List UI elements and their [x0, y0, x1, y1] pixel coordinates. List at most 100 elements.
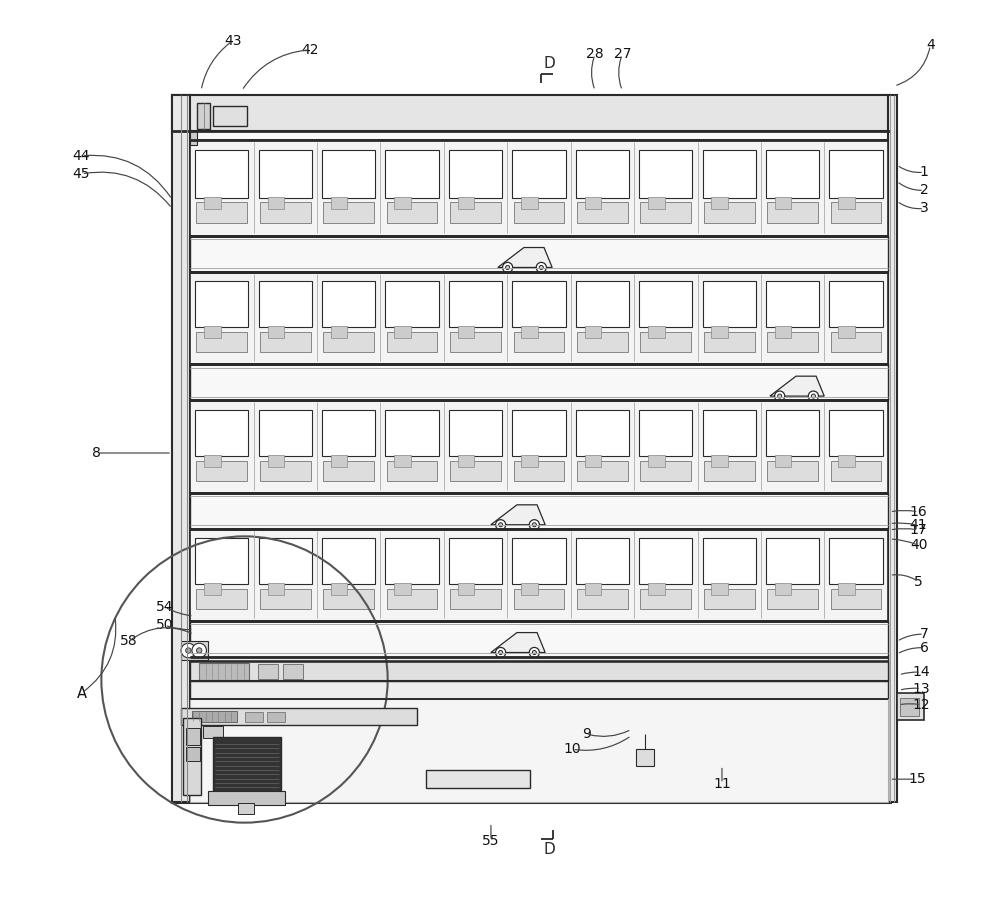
- Text: 10: 10: [564, 742, 581, 757]
- Bar: [888, 95, 897, 802]
- Text: 4: 4: [926, 38, 935, 53]
- Bar: [711, 326, 728, 338]
- Bar: [775, 197, 791, 209]
- Bar: [704, 332, 755, 352]
- Bar: [426, 770, 530, 788]
- Bar: [323, 332, 374, 352]
- Bar: [181, 708, 417, 725]
- Text: 15: 15: [908, 772, 926, 786]
- Bar: [576, 281, 629, 327]
- Bar: [577, 202, 628, 223]
- Bar: [648, 197, 665, 209]
- Text: 54: 54: [156, 600, 174, 614]
- Bar: [585, 326, 601, 338]
- Circle shape: [775, 391, 785, 401]
- Text: 50: 50: [156, 618, 174, 632]
- Bar: [711, 197, 728, 209]
- Circle shape: [778, 394, 782, 398]
- Bar: [385, 538, 439, 584]
- Bar: [259, 410, 312, 456]
- Polygon shape: [491, 505, 545, 525]
- Bar: [199, 663, 249, 680]
- Bar: [190, 400, 888, 493]
- Text: 12: 12: [912, 698, 930, 712]
- Bar: [195, 281, 248, 327]
- Text: 40: 40: [910, 538, 927, 553]
- Bar: [190, 236, 888, 272]
- Bar: [640, 332, 691, 352]
- Bar: [703, 410, 756, 456]
- Bar: [576, 410, 629, 456]
- Bar: [449, 281, 502, 327]
- Text: 14: 14: [912, 665, 930, 680]
- Bar: [829, 538, 883, 584]
- Bar: [838, 326, 855, 338]
- Bar: [900, 698, 919, 716]
- Bar: [183, 718, 201, 795]
- Bar: [767, 589, 818, 609]
- Circle shape: [811, 394, 815, 398]
- Bar: [245, 712, 263, 722]
- Bar: [514, 202, 564, 223]
- Bar: [648, 583, 665, 595]
- Text: 28: 28: [586, 47, 604, 62]
- Text: 7: 7: [920, 627, 928, 641]
- Bar: [512, 281, 566, 327]
- Bar: [172, 95, 890, 802]
- Bar: [322, 281, 375, 327]
- Bar: [387, 589, 437, 609]
- Bar: [450, 202, 501, 223]
- Bar: [648, 455, 665, 467]
- Bar: [213, 737, 281, 791]
- Bar: [283, 664, 303, 679]
- Text: 11: 11: [713, 776, 731, 791]
- Bar: [767, 332, 818, 352]
- Bar: [458, 197, 474, 209]
- Bar: [323, 460, 374, 481]
- Text: 43: 43: [224, 34, 241, 48]
- Bar: [838, 455, 855, 467]
- Bar: [195, 538, 248, 584]
- Bar: [387, 332, 437, 352]
- Bar: [703, 149, 756, 198]
- Text: D: D: [544, 843, 556, 857]
- Circle shape: [532, 523, 536, 526]
- Bar: [172, 95, 890, 131]
- Bar: [197, 103, 210, 129]
- Polygon shape: [498, 247, 552, 267]
- Bar: [186, 747, 200, 761]
- Bar: [711, 455, 728, 467]
- Bar: [204, 197, 221, 209]
- Bar: [260, 589, 311, 609]
- Circle shape: [529, 520, 539, 530]
- Bar: [259, 538, 312, 584]
- Text: 17: 17: [910, 523, 927, 537]
- Text: 16: 16: [910, 505, 927, 519]
- Circle shape: [532, 651, 536, 654]
- Bar: [636, 749, 654, 766]
- Bar: [267, 712, 285, 722]
- Bar: [704, 202, 755, 223]
- Bar: [195, 149, 248, 198]
- Circle shape: [496, 648, 506, 658]
- Bar: [512, 538, 566, 584]
- Bar: [576, 149, 629, 198]
- Bar: [577, 589, 628, 609]
- Bar: [514, 332, 564, 352]
- Circle shape: [496, 520, 506, 530]
- Bar: [331, 583, 347, 595]
- Text: A: A: [76, 686, 86, 700]
- Bar: [268, 455, 284, 467]
- Bar: [831, 460, 881, 481]
- Text: 9: 9: [582, 727, 591, 741]
- Bar: [775, 455, 791, 467]
- Bar: [190, 661, 888, 681]
- Circle shape: [539, 265, 543, 269]
- Bar: [268, 326, 284, 338]
- Bar: [766, 149, 819, 198]
- Bar: [766, 538, 819, 584]
- Bar: [831, 202, 881, 223]
- Bar: [186, 728, 200, 745]
- Bar: [450, 589, 501, 609]
- Bar: [268, 583, 284, 595]
